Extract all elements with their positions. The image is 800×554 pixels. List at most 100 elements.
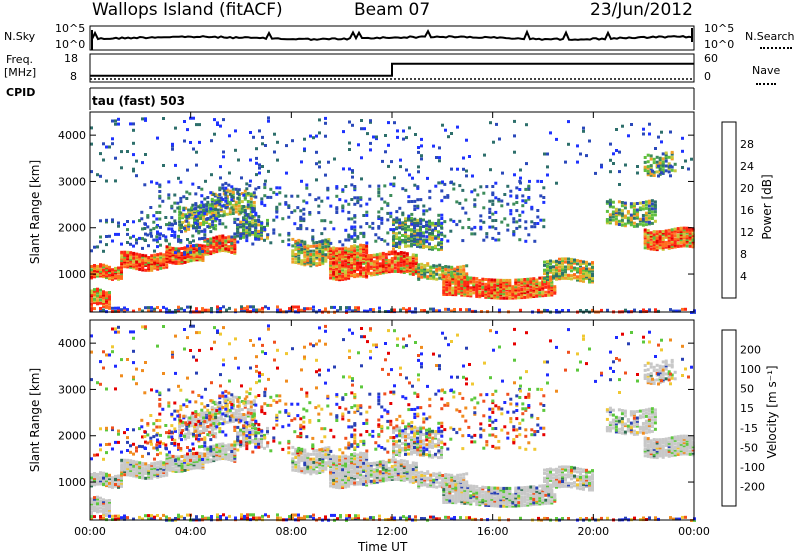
- velocity-cell: [315, 462, 319, 465]
- power-cell: [108, 145, 111, 149]
- power-cell: [513, 173, 516, 177]
- power-cell: [183, 308, 186, 312]
- power-cell: [212, 243, 216, 246]
- velocity-cell: [206, 460, 210, 464]
- power-cell: [667, 237, 671, 240]
- power-cell: [472, 291, 476, 295]
- velocity-cell: [178, 425, 182, 428]
- power-cell: [393, 121, 396, 125]
- velocity-cell: [249, 400, 253, 404]
- velocity-cell: [156, 453, 159, 457]
- power-cell: [159, 260, 163, 264]
- power-cell: [236, 227, 240, 231]
- power-cell: [620, 212, 624, 216]
- power-cell: [359, 269, 363, 273]
- power-cell: [448, 284, 452, 288]
- power-cell: [570, 266, 573, 269]
- power-cell: [196, 214, 200, 218]
- power-cell: [469, 279, 473, 283]
- velocity-heatmap: [90, 324, 696, 522]
- velocity-cell: [120, 460, 124, 464]
- power-cell: [617, 200, 621, 204]
- power-cell: [658, 241, 662, 245]
- power-cell: [260, 197, 264, 201]
- power-cell: [252, 204, 256, 208]
- velocity-cell: [193, 425, 197, 429]
- power-cell: [453, 269, 457, 273]
- power-cell: [105, 297, 108, 301]
- velocity-cell: [141, 474, 145, 478]
- velocity-cell: [294, 451, 298, 455]
- power-cell: [144, 306, 147, 310]
- power-cell: [538, 283, 542, 287]
- power-cell: [111, 220, 114, 224]
- power-cell: [194, 203, 198, 207]
- power-cell: [605, 201, 609, 205]
- power-cell: [152, 227, 156, 231]
- velocity-cell: [338, 461, 342, 465]
- power-cell: [514, 296, 518, 300]
- velocity-cell: [347, 473, 351, 477]
- power-cell: [102, 158, 105, 162]
- velocity-cell: [99, 480, 102, 484]
- power-cell: [467, 226, 471, 229]
- velocity-cell: [171, 467, 175, 471]
- velocity-cell: [356, 476, 360, 480]
- power-cell: [111, 137, 114, 141]
- power-cell: [150, 267, 154, 271]
- velocity-cell: [120, 473, 123, 477]
- power-cell: [648, 122, 651, 126]
- power-cell: [326, 240, 330, 244]
- power-cell: [658, 240, 662, 243]
- velocity-cell: [335, 463, 339, 467]
- power-cell: [398, 240, 402, 244]
- power-cell: [366, 132, 369, 136]
- power-cell: [676, 236, 680, 240]
- power-cell: [398, 223, 401, 227]
- velocity-cell: [338, 466, 342, 470]
- power-cell: [643, 233, 647, 237]
- velocity-cell: [350, 457, 354, 461]
- power-cell: [658, 235, 662, 239]
- power-cell: [168, 259, 172, 263]
- power-cell: [221, 198, 225, 201]
- power-cell: [658, 158, 662, 162]
- velocity-cell: [132, 452, 135, 456]
- power-cell: [646, 235, 650, 239]
- velocity-cell: [209, 460, 213, 464]
- power-cell: [275, 186, 279, 190]
- power-cell: [165, 307, 168, 311]
- velocity-cell: [123, 470, 127, 473]
- power-cell: [405, 263, 409, 267]
- power-cell: [156, 240, 159, 244]
- velocity-cell: [126, 460, 130, 464]
- power-cell: [478, 292, 482, 295]
- velocity-cell: [335, 466, 339, 470]
- velocity-cell: [199, 412, 203, 416]
- velocity-cell: [153, 466, 157, 470]
- power-cell: [428, 225, 432, 229]
- power-cell: [500, 204, 504, 208]
- power-cell: [347, 270, 351, 274]
- power-cell: [399, 308, 402, 312]
- power-cell: [168, 252, 172, 256]
- power-cell: [356, 273, 360, 276]
- power-cell: [254, 195, 258, 199]
- power-cell: [664, 159, 668, 163]
- power-cell: [114, 306, 117, 310]
- power-cell: [209, 215, 213, 219]
- power-cell: [417, 277, 421, 281]
- power-cell: [413, 239, 416, 243]
- velocity-cell: [177, 460, 181, 464]
- power-cell: [297, 250, 301, 254]
- power-cell: [496, 294, 500, 298]
- power-cell: [141, 262, 145, 265]
- power-cell: [404, 217, 407, 221]
- velocity-cell: [201, 463, 205, 467]
- power-cell: [532, 286, 536, 290]
- power-cell: [153, 309, 156, 313]
- power-cell: [446, 239, 450, 243]
- power-cell: [407, 228, 410, 232]
- power-cell: [555, 276, 558, 279]
- velocity-cell: [99, 443, 102, 447]
